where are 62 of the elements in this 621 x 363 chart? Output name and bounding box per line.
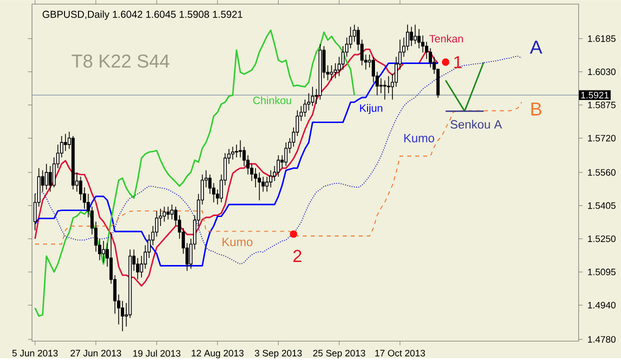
candlestick [242,146,246,167]
candlestick [303,99,307,118]
y-tick-label: 1.5095 [588,268,616,276]
annotation: Kumo [404,134,434,142]
candlestick [166,206,170,220]
candlestick [341,46,345,70]
series-label: Chinkou [253,96,292,104]
y-tick-label: 1.5875 [588,102,616,108]
candlestick [262,176,265,192]
text: GBPUSD,Daily 1.6042 1.6045 1.5908 1.5921 [42,10,242,20]
annotation: Kumo [222,238,252,246]
candlestick [128,249,132,319]
candlestick [64,134,68,152]
candlestick [424,42,428,60]
candlestick [428,48,432,68]
candlestick [352,24,356,42]
y-tick-label: 1.6185 [588,35,616,42]
candlestick [410,26,414,47]
candlestick [140,256,144,278]
x-tick-label: 27 Jun 2013 [70,350,122,357]
candlestick [330,65,334,81]
candlestick [372,56,375,84]
y-tick-label: 1.5720 [588,134,616,142]
y-tick-label: 1.6030 [588,68,616,76]
candlestick [102,240,106,263]
candlestick [417,28,421,49]
y-tick-label: 1.5405 [588,202,616,210]
candlestick [348,26,352,49]
annotation: 2 [293,250,302,262]
series-label: A [530,40,542,54]
x-tick-label: 25 Sep 2013 [313,350,366,358]
annotation: T8 K22 S44 [72,54,170,68]
candlestick [170,204,174,220]
x-tick-label: 17 Oct 2013 [375,350,425,357]
annotation: 1 [454,56,462,68]
candlestick [120,300,124,332]
y-tick-label: 1.5560 [588,169,616,176]
candlestick [386,76,390,94]
series-label: Kijun [360,104,382,114]
candlestick [44,164,48,190]
candlestick [379,78,383,94]
series-label: B [531,102,542,116]
candlestick [334,62,337,79]
candlestick [265,176,269,192]
x-tick-label: 5 Jun 2013 [12,350,58,357]
candlestick [254,168,258,188]
x-tick-label: 12 Aug 2013 [192,350,244,358]
x-tick-label: 19 Jul 2013 [133,350,180,357]
candlestick [234,144,238,158]
series-label: Tenkan [429,34,463,43]
candlestick [208,174,212,194]
candlestick [406,24,410,51]
annotation: Senkou A [450,120,502,129]
line-series [34,30,356,317]
candlestick [284,142,288,167]
candlestick [310,86,314,107]
y-tick-label: 1.5250 [588,236,616,242]
candlestick [71,136,75,190]
y-tick-label: 1.4940 [588,302,616,309]
x-tick-label: 3 Sep 2013 [254,350,302,358]
y-tick-label: 1.4780 [588,336,616,343]
ref-line-label: 1.5921 [581,92,609,99]
